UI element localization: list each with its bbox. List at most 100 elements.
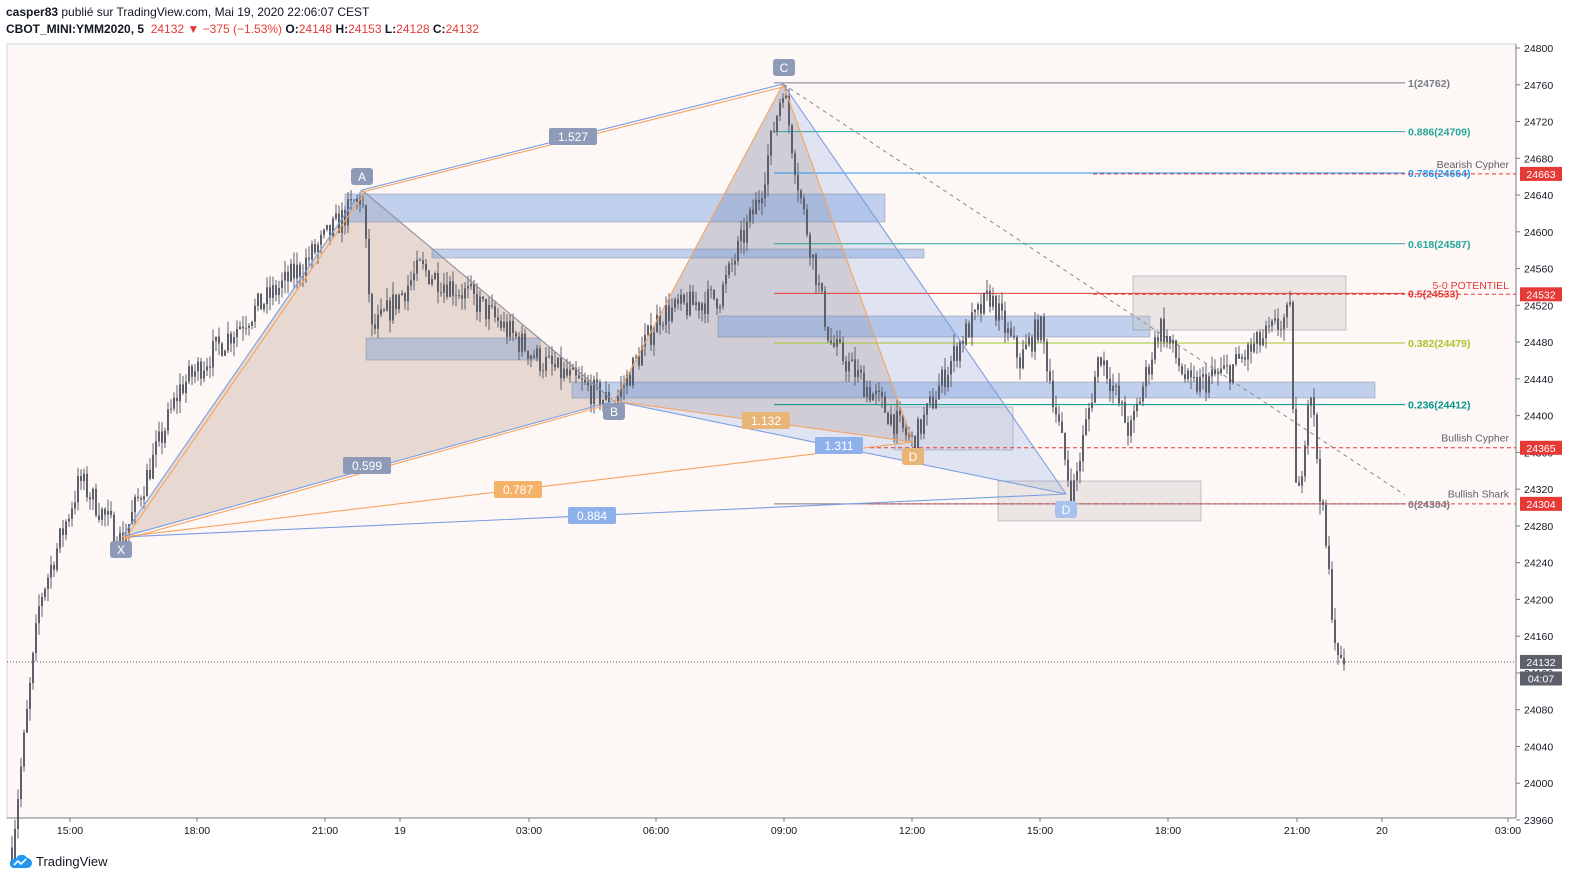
- price-axis-badge: [1520, 671, 1562, 686]
- candle-body: [299, 264, 301, 277]
- candle-body: [746, 222, 748, 243]
- candle-body: [680, 294, 682, 304]
- price-tick-label: 24680: [1524, 153, 1553, 165]
- pattern-point-bg: [603, 403, 625, 420]
- zone-rect: [344, 193, 886, 223]
- candle-body: [698, 302, 700, 311]
- candle-body: [1121, 402, 1123, 404]
- candle-body: [1031, 337, 1033, 352]
- candle-body: [761, 198, 763, 204]
- candle-body: [506, 321, 508, 337]
- candle-body: [179, 384, 181, 402]
- candle-body: [200, 361, 202, 379]
- candle-body: [1001, 303, 1003, 311]
- candle-body: [263, 304, 265, 310]
- candle-body: [566, 368, 568, 376]
- candle-body: [296, 264, 298, 279]
- candle-body: [203, 370, 205, 379]
- candle-body: [749, 209, 751, 223]
- candle-body: [950, 360, 952, 375]
- candle-body: [518, 336, 520, 352]
- candle-body: [563, 368, 565, 379]
- candle-body: [824, 290, 826, 327]
- candle-body: [812, 254, 814, 258]
- fib-level-label: 0.382(24479): [1408, 338, 1470, 350]
- candle-body: [770, 130, 772, 156]
- candle-body: [764, 184, 766, 199]
- candle-body: [575, 367, 577, 376]
- candle-body: [359, 197, 361, 205]
- candle-body: [551, 355, 553, 365]
- cd-leg: [782, 83, 1067, 495]
- candle-body: [254, 305, 256, 322]
- candle-body: [1118, 385, 1120, 404]
- candle-body: [275, 285, 277, 295]
- candle-body: [1022, 349, 1024, 369]
- candle-body: [884, 396, 886, 413]
- candle-body: [1343, 658, 1345, 665]
- candle-body: [794, 153, 796, 176]
- zone-rect: [571, 381, 1376, 399]
- candle-body: [1322, 501, 1324, 505]
- symbol-name[interactable]: CBOT_MINI:YMM2020, 5: [6, 22, 145, 36]
- candle-body: [188, 366, 190, 382]
- candle-body: [1229, 365, 1231, 383]
- candle-body: [485, 299, 487, 320]
- candle-body: [905, 427, 907, 436]
- candle-body: [164, 430, 166, 443]
- candle-body: [395, 294, 397, 310]
- candle-body: [644, 334, 646, 347]
- candle-body: [593, 379, 595, 405]
- candle-body: [236, 329, 238, 338]
- candle-body: [908, 435, 910, 437]
- candle-body: [533, 355, 535, 358]
- close-value: 24132: [445, 22, 479, 36]
- price-tick-label: 24640: [1524, 190, 1553, 202]
- close-label: C:: [432, 22, 446, 36]
- candle-body: [1013, 335, 1015, 338]
- fib-level-label: 0.886(24709): [1408, 127, 1470, 139]
- candle-body: [83, 473, 85, 481]
- pattern-point-label: D: [1062, 503, 1071, 517]
- candle-body: [362, 204, 364, 206]
- candle-body: [524, 333, 526, 351]
- price-tick-label: 24800: [1524, 43, 1553, 55]
- candle-body: [1268, 325, 1270, 327]
- candle-body: [1151, 359, 1153, 375]
- price-tick-label: 24200: [1524, 594, 1553, 606]
- candle-body: [665, 305, 667, 325]
- tradingview-logo[interactable]: TradingView: [8, 854, 108, 869]
- candle-body: [920, 419, 922, 434]
- candle-body: [224, 350, 226, 356]
- price-axis-badge: [1520, 654, 1562, 669]
- publish-text: publié sur TradingView.com, Mai 19, 2020…: [58, 5, 370, 19]
- zone-rect: [365, 337, 541, 361]
- candle-body: [923, 414, 925, 434]
- xab-triangle: [122, 190, 614, 537]
- time-tick-label: 18:00: [184, 825, 210, 837]
- price-change: −375 (−1.53%): [202, 22, 283, 36]
- candle-body: [896, 410, 898, 434]
- candle-body: [1097, 357, 1099, 377]
- candle-body: [692, 291, 694, 306]
- candle-body: [590, 385, 592, 405]
- candle-body: [818, 283, 820, 285]
- pattern-point-label: D: [909, 450, 918, 464]
- candle-body: [1148, 366, 1150, 375]
- zone-rect: [894, 406, 1014, 451]
- candle-body: [1043, 316, 1045, 342]
- candle-body: [305, 257, 307, 276]
- candle-body: [1310, 397, 1312, 406]
- bcd-blue-triangle: [614, 84, 1066, 494]
- candle-body: [323, 229, 325, 235]
- fib-level-label: 0(24304): [1408, 499, 1450, 511]
- candle-body: [1046, 341, 1048, 372]
- candle-body: [428, 270, 430, 284]
- pattern-point-label: B: [610, 405, 618, 419]
- price-axis-badge-text: 24663: [1526, 169, 1555, 181]
- candle-body: [401, 293, 403, 296]
- candle-body: [833, 343, 835, 347]
- candle-body: [554, 364, 556, 368]
- candle-body: [1163, 318, 1165, 343]
